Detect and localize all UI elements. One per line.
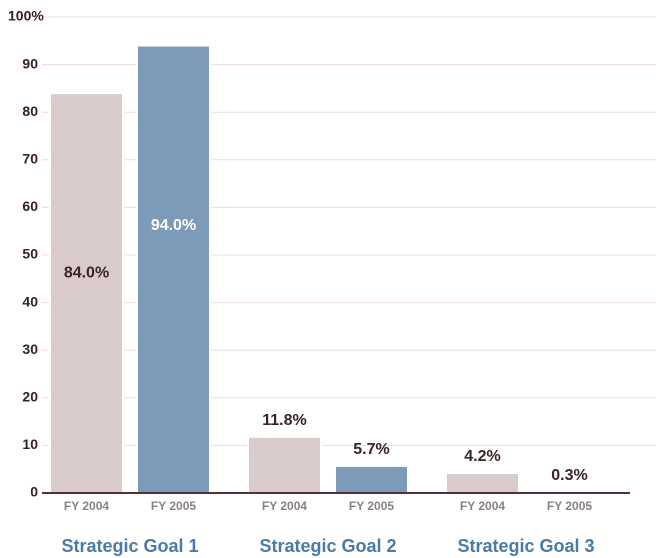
value-label: 0.3% [551,467,587,484]
value-label: 84.0% [64,264,109,281]
series-label: FY 2004 [460,499,505,513]
value-label: 4.2% [464,448,500,465]
y-tick-label: 100% [8,8,44,24]
x-tick-label: Strategic Goal 3 [457,536,594,556]
value-label: 11.8% [262,412,306,429]
bar [49,92,124,494]
value-label: 94.0% [151,217,196,234]
y-tick-label: 30 [22,341,38,357]
y-tick-label: 50 [22,246,38,262]
y-tick-label: 60 [22,198,38,214]
bar [247,435,322,494]
series-label: FY 2005 [349,499,394,513]
y-tick-label: 70 [22,151,38,167]
y-tick-label: 0 [30,484,38,500]
series-label: FY 2005 [547,499,592,513]
value-label: 5.7% [353,441,389,458]
y-tick-label: 20 [22,389,38,405]
y-tick-label: 80 [22,103,38,119]
x-tick-label: Strategic Goal 1 [61,536,198,556]
series-label: FY 2004 [262,499,307,513]
series-label: FY 2004 [64,499,109,513]
series-label: FY 2005 [151,499,196,513]
x-tick-label: Strategic Goal 2 [259,536,396,556]
bar [334,464,409,495]
y-tick-label: 40 [22,293,38,309]
bar [136,44,211,495]
y-tick-label: 90 [22,55,38,71]
y-tick-label: 10 [22,436,38,452]
bar [445,472,520,494]
